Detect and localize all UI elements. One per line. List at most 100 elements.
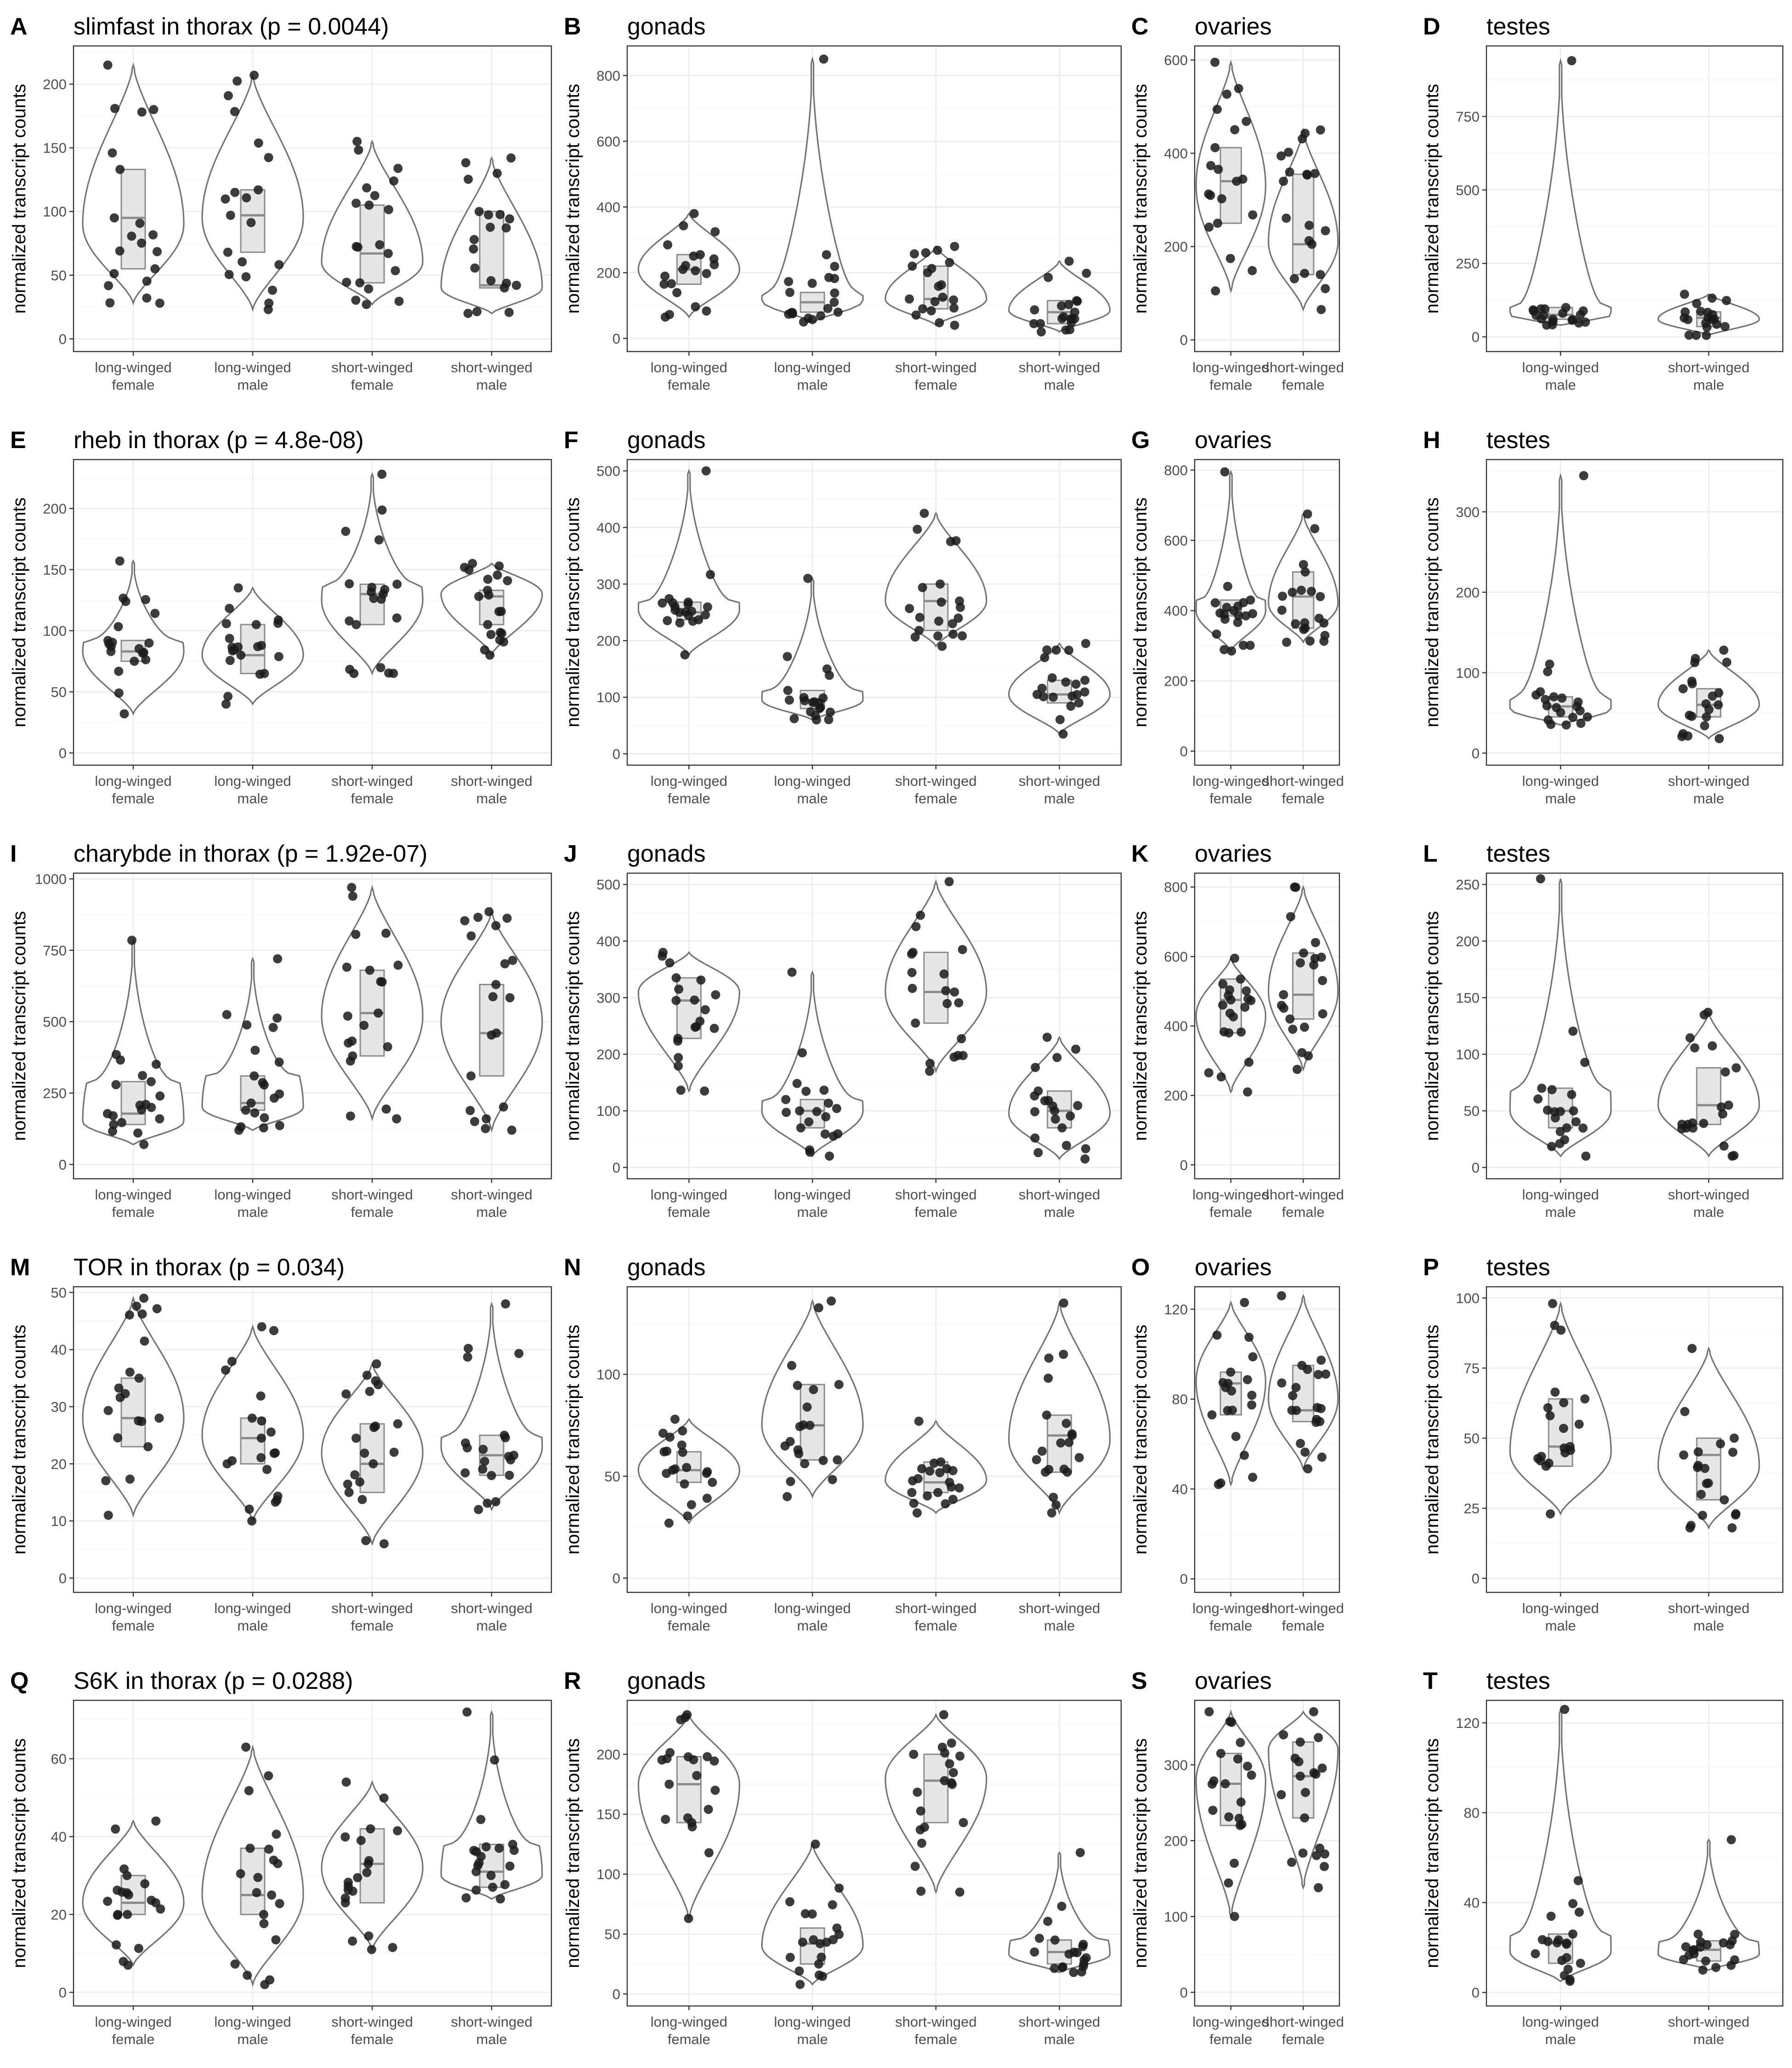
data-point [470, 235, 479, 244]
violin-shape [201, 957, 304, 1131]
data-point [1224, 991, 1233, 1000]
data-point [259, 1123, 268, 1133]
data-point [1240, 1450, 1249, 1460]
group-long-winged-female [1195, 1707, 1266, 1921]
data-point [500, 1880, 510, 1889]
data-point [1693, 1929, 1703, 1939]
data-point [785, 1437, 795, 1446]
data-point [491, 921, 501, 931]
data-point [369, 594, 379, 603]
y-tick-label: 0 [59, 1157, 67, 1173]
data-point [484, 907, 494, 916]
data-point [1576, 1959, 1585, 1968]
data-point [958, 631, 967, 641]
data-point [1707, 1041, 1717, 1051]
data-point [1560, 1704, 1570, 1714]
data-point [1064, 1949, 1074, 1959]
data-point [934, 282, 943, 291]
data-point [392, 613, 402, 623]
y-tick-label: 1000 [35, 871, 67, 887]
data-point [377, 469, 387, 479]
data-point [942, 1464, 952, 1473]
y-axis-label: normalized transcript counts [1422, 1738, 1442, 1968]
data-point [816, 311, 826, 321]
x-tick-label: short-winged male [451, 773, 532, 807]
data-point [113, 1433, 123, 1443]
data-point [142, 276, 152, 286]
data-point [1305, 636, 1315, 646]
x-tick-label: short-winged male [1668, 359, 1749, 393]
data-point [1038, 1446, 1047, 1456]
y-tick-label: 600 [1164, 52, 1188, 68]
data-point [236, 1869, 245, 1879]
data-point [374, 1008, 383, 1018]
data-point [821, 1112, 831, 1122]
data-point [1043, 273, 1053, 282]
data-point [107, 642, 116, 651]
data-point [103, 1897, 113, 1906]
data-point [242, 193, 251, 203]
data-point [1301, 1788, 1310, 1797]
data-point [923, 1491, 932, 1501]
data-point [139, 1140, 149, 1149]
data-point [1064, 1437, 1074, 1447]
data-point [474, 207, 484, 216]
data-point [808, 315, 817, 324]
data-point [916, 1886, 926, 1896]
data-point [108, 1111, 118, 1120]
group-long-winged-male [761, 54, 864, 327]
data-point [1238, 174, 1248, 184]
group-short-winged-female [885, 242, 987, 330]
data-point [461, 1438, 470, 1448]
data-point [675, 618, 685, 628]
data-point [350, 1470, 360, 1480]
data-point [465, 1106, 475, 1115]
y-tick-label: 0 [1472, 1985, 1480, 2001]
x-tick-label: long-winged male [774, 1187, 851, 1220]
data-point [1052, 1053, 1062, 1062]
data-point [125, 1310, 134, 1320]
data-point [367, 1945, 376, 1954]
violin-shape [321, 472, 424, 676]
data-point [360, 1449, 369, 1458]
data-point [1072, 296, 1082, 306]
data-point [1544, 1458, 1554, 1468]
y-axis-label: normalized transcript counts [563, 497, 583, 727]
data-point [1730, 1433, 1739, 1443]
y-tick-label: 500 [596, 877, 620, 893]
data-point [1700, 1464, 1710, 1473]
data-point [352, 1433, 361, 1443]
data-point [155, 1114, 164, 1124]
data-point [230, 107, 239, 116]
data-point [1531, 690, 1541, 700]
data-point [785, 1953, 795, 1962]
data-point [1568, 1899, 1578, 1909]
panel-border [1486, 872, 1784, 1180]
data-point [665, 958, 675, 968]
data-point [109, 213, 119, 223]
data-point [1049, 1964, 1059, 1973]
x-tick-label: short-winged female [331, 1187, 413, 1220]
data-point [1049, 1493, 1058, 1502]
data-point [461, 158, 471, 168]
data-point [1247, 1391, 1257, 1400]
panel-title: gonads [627, 1254, 706, 1281]
data-point [1230, 1858, 1239, 1868]
y-tick-label: 800 [1164, 879, 1188, 895]
data-point [344, 1488, 354, 1497]
group-short-winged-male [440, 559, 543, 660]
data-point [486, 1871, 496, 1881]
y-tick-label: 250 [43, 1085, 67, 1102]
y-tick-label: 800 [1164, 462, 1188, 478]
data-point [1316, 952, 1326, 962]
data-point [1316, 1355, 1326, 1365]
data-point [956, 602, 965, 612]
data-point [1701, 712, 1711, 722]
y-tick-label: 80 [1464, 1805, 1480, 1821]
data-point [662, 1469, 671, 1478]
data-point [1212, 629, 1221, 639]
data-point [1049, 693, 1058, 702]
data-point [1303, 1365, 1312, 1374]
